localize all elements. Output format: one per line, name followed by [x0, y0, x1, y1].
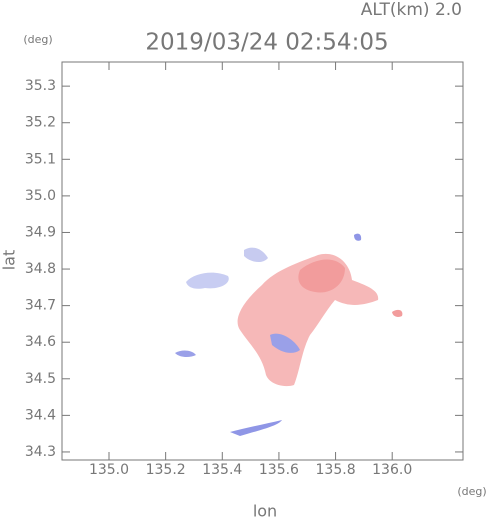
x-tick-label: 135.8: [316, 462, 356, 478]
altitude-label: ALT(km) 2.0: [361, 0, 462, 20]
y-unit: (deg): [23, 33, 52, 46]
echo-regions: [175, 233, 403, 436]
plot-frame: [61, 61, 464, 461]
chart-title: 2019/03/24 02:54:05: [145, 30, 388, 56]
echo-region: [186, 272, 229, 289]
y-tick-label: 34.3: [25, 444, 56, 460]
echo-region: [354, 233, 362, 241]
x-tick-label: 135.4: [202, 462, 242, 478]
x-tick-label: 135.0: [89, 462, 129, 478]
echo-region: [244, 247, 268, 263]
y-axis-label: lat: [0, 250, 19, 271]
echo-region: [237, 253, 379, 387]
echo-region: [230, 420, 282, 436]
y-tick-label: 35.3: [25, 78, 56, 94]
y-tick-label: 34.9: [25, 224, 56, 240]
y-tick-label: 35.0: [25, 188, 56, 204]
x-axis-label: lon: [253, 502, 277, 521]
y-tick-label: 34.8: [25, 261, 56, 277]
x-tick-label: 135.6: [259, 462, 299, 478]
echo-region: [175, 350, 196, 358]
y-tick-label: 34.7: [25, 298, 56, 314]
y-tick-label: 34.5: [25, 371, 56, 387]
x-tick-label: 136.0: [372, 462, 412, 478]
y-tick-label: 35.1: [25, 151, 56, 167]
y-tick-label: 35.2: [25, 115, 56, 131]
x-tick-label: 135.2: [146, 462, 186, 478]
y-tick-label: 34.6: [25, 334, 56, 350]
echo-region: [298, 259, 345, 293]
x-unit: (deg): [457, 485, 486, 498]
echo-region: [392, 309, 403, 317]
echo-region: [270, 333, 300, 353]
y-tick-label: 34.4: [25, 407, 56, 423]
